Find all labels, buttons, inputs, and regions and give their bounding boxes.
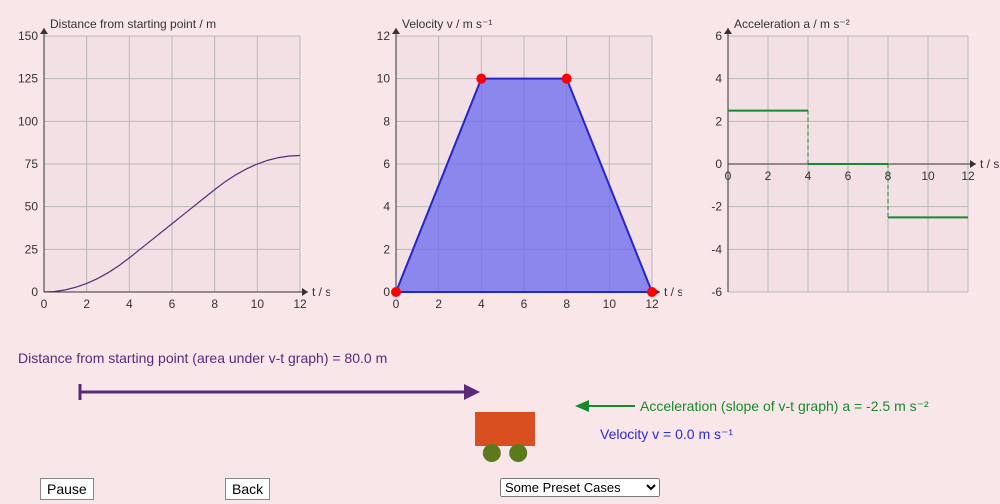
svg-text:2: 2 [765,169,772,183]
svg-text:6: 6 [521,297,528,311]
svg-text:4: 4 [715,72,722,86]
svg-text:12: 12 [961,169,975,183]
svg-text:4: 4 [126,297,133,311]
svg-text:10: 10 [251,297,265,311]
svg-text:t / s: t / s [312,285,330,299]
svg-text:8: 8 [211,297,218,311]
svg-text:10: 10 [603,297,617,311]
svg-text:2: 2 [715,114,722,128]
svg-text:-6: -6 [711,285,722,299]
distance-chart: 0 2 4 6 8 10 12 0 25 50 75 100 125 150 Distance from s… [10,14,330,329]
distance-readout: Distance from starting point (area under… [18,350,387,366]
back-button[interactable]: Back [225,478,270,500]
svg-text:6: 6 [383,157,390,171]
svg-text:10: 10 [377,72,391,86]
svg-text:4: 4 [478,297,485,311]
svg-text:8: 8 [563,297,570,311]
svg-text:12: 12 [293,297,307,311]
svg-text:150: 150 [18,29,38,43]
svg-text:Velocity v / m s⁻¹: Velocity v / m s⁻¹ [402,17,492,31]
svg-text:12: 12 [377,29,391,43]
svg-text:Acceleration a / m s⁻²: Acceleration a / m s⁻² [734,17,850,31]
preset-cases-select[interactable]: Some Preset Cases [500,478,660,497]
svg-text:6: 6 [715,29,722,43]
acceleration-chart: 024681012-6-4-20246Acceleration a / m s⁻… [700,14,1000,329]
svg-text:125: 125 [18,72,38,86]
svg-text:100: 100 [18,114,38,128]
svg-text:25: 25 [25,242,39,256]
svg-text:0: 0 [393,297,400,311]
svg-text:0: 0 [383,285,390,299]
pause-button[interactable]: Pause [40,478,94,500]
svg-text:0: 0 [715,157,722,171]
svg-text:0: 0 [31,285,38,299]
svg-text:6: 6 [169,297,176,311]
svg-text:75: 75 [25,157,39,171]
velocity-chart: 0 2 4 6 8 10 12 0 2 4 6 8 10 12 Velocity v / m s⁻¹ t / … [362,14,682,329]
svg-text:12: 12 [645,297,659,311]
velocity-readout: Velocity v = 0.0 m s⁻¹ [600,426,733,443]
svg-text:0: 0 [41,297,48,311]
svg-text:50: 50 [25,200,39,214]
svg-text:Distance from starting point /: Distance from starting point / m [50,17,216,31]
svg-text:t / s: t / s [980,157,999,171]
svg-text:8: 8 [383,114,390,128]
svg-text:4: 4 [805,169,812,183]
svg-text:6: 6 [845,169,852,183]
svg-text:0: 0 [725,169,732,183]
svg-text:2: 2 [83,297,90,311]
svg-text:2: 2 [435,297,442,311]
svg-text:4: 4 [383,200,390,214]
svg-text:10: 10 [921,169,935,183]
svg-text:2: 2 [383,242,390,256]
svg-text:-2: -2 [711,200,722,214]
svg-text:-4: -4 [711,242,722,256]
acceleration-readout: Acceleration (slope of v-t graph) a = -2… [640,398,929,415]
svg-text:t / s: t / s [664,285,682,299]
